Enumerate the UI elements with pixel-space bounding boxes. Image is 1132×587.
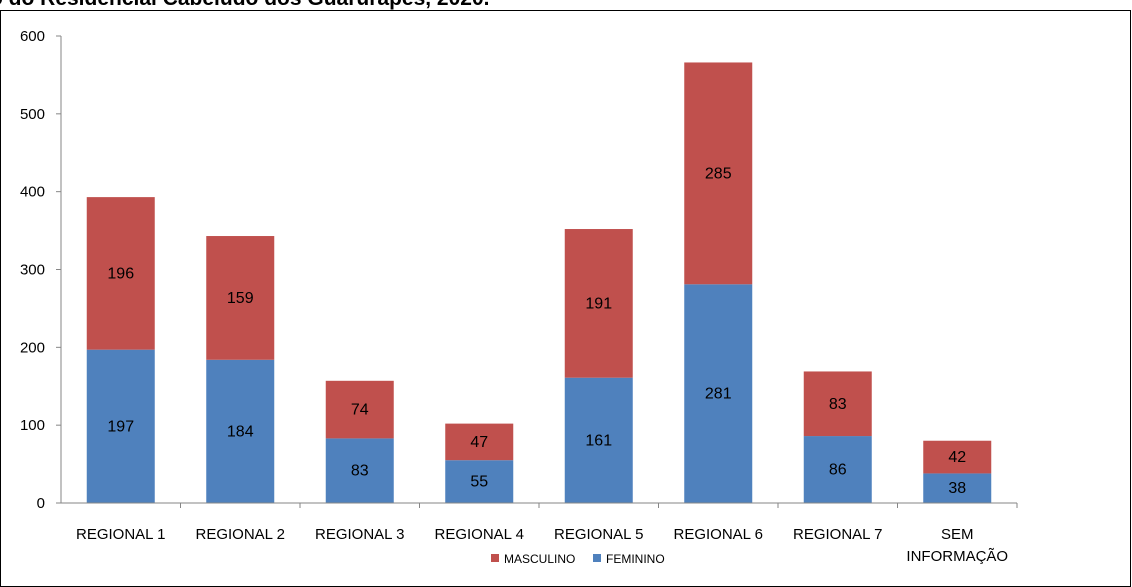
data-label-masculino: 159 [227, 290, 254, 307]
bar-feminino [445, 460, 514, 503]
x-tick-label: SEM INFORMAÇÃO [906, 526, 1008, 565]
x-tick-label-line: REGIONAL 7 [793, 526, 882, 543]
bar-feminino [684, 284, 753, 503]
y-axis: 0 100 200 300 400 500 600 [20, 28, 62, 512]
bar-feminino [325, 438, 394, 503]
bar-masculino [923, 440, 992, 474]
x-tick-label: REGIONAL 7 [793, 526, 882, 543]
x-tick-label-line: REGIONAL 1 [76, 526, 165, 543]
bar-masculino [86, 197, 155, 350]
data-label-masculino: 285 [705, 165, 732, 182]
y-tick-label: 300 [20, 262, 45, 279]
data-label-masculino: 83 [829, 396, 847, 413]
bar-feminino [206, 359, 275, 503]
y-tick-label: 100 [20, 417, 45, 434]
y-tick-label: 0 [37, 495, 45, 512]
data-label-feminino: 83 [351, 463, 369, 480]
chart-title: o do Residencial Cabeludo dos Guarurapes… [0, 0, 489, 11]
data-label-masculino: 42 [948, 449, 966, 466]
bar-masculino [206, 236, 275, 360]
data-label-feminino: 197 [107, 418, 134, 435]
x-tick-label-line: REGIONAL 2 [196, 526, 285, 543]
x-tick-label: REGIONAL 5 [554, 526, 643, 543]
legend-swatch-masculino [491, 554, 499, 562]
y-tick-label: 200 [20, 339, 45, 356]
data-label-feminino: 55 [470, 474, 488, 491]
bar-masculino [803, 371, 872, 437]
data-label-feminino: 161 [585, 432, 612, 449]
bar-feminino [923, 473, 992, 503]
bar-feminino [564, 377, 633, 503]
bar-feminino [86, 349, 155, 503]
data-label-feminino: 184 [227, 423, 254, 440]
bar-feminino [803, 436, 872, 503]
x-tick-label-line: SEM [941, 526, 974, 543]
legend-label-masculino: MASCULINO [504, 552, 575, 566]
x-tick-label-line: REGIONAL 6 [674, 526, 763, 543]
bar-masculino [325, 380, 394, 439]
data-label-masculino: 191 [585, 295, 612, 312]
legend-label-feminino: FEMININO [606, 552, 665, 566]
bar-masculino [445, 423, 514, 461]
x-tick-label-line: REGIONAL 4 [435, 526, 524, 543]
x-tick-label-line: INFORMAÇÃO [906, 548, 1008, 565]
x-tick-label: REGIONAL 6 [674, 526, 763, 543]
data-label-feminino: 86 [829, 462, 847, 479]
x-tick-label: REGIONAL 1 [76, 526, 165, 543]
data-label-feminino: 281 [705, 386, 732, 403]
y-tick-label: 600 [20, 28, 45, 45]
bars: 197 196 184 159 83 74 55 47 161 191 281 285 86 83 38 42 [86, 62, 992, 503]
legend: MASCULINO FEMININO [491, 552, 665, 566]
data-label-masculino: 74 [351, 402, 369, 419]
x-tick-label: REGIONAL 4 [435, 526, 524, 543]
y-tick-label: 500 [20, 106, 45, 123]
x-tick-label-line: REGIONAL 5 [554, 526, 643, 543]
bar-masculino [564, 229, 633, 378]
x-axis: REGIONAL 1 REGIONAL 2 REGIONAL 3 REGIONAL 4… [61, 502, 1018, 565]
data-label-masculino: 196 [107, 265, 134, 282]
x-tick-label-line: REGIONAL 3 [315, 526, 404, 543]
x-tick-label: REGIONAL 2 [196, 526, 285, 543]
data-label-masculino: 47 [470, 434, 488, 451]
x-tick-label: REGIONAL 3 [315, 526, 404, 543]
legend-swatch-feminino [593, 554, 601, 562]
bar-masculino [684, 62, 753, 285]
data-label-feminino: 38 [948, 480, 966, 497]
y-tick-label: 400 [20, 184, 45, 201]
